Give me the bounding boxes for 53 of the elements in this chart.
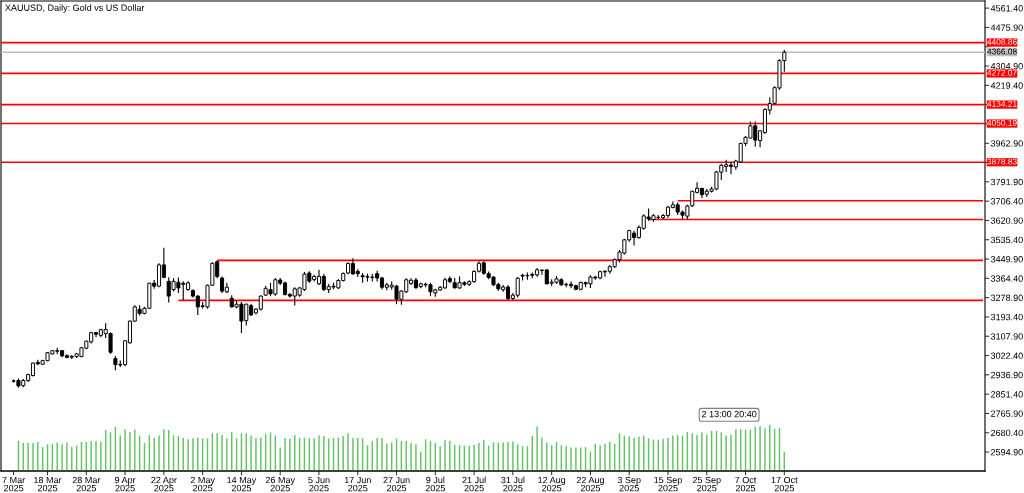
y-tick-label: 3193.40	[990, 313, 1023, 321]
y-tick-label: 2680.40	[991, 429, 1023, 437]
y-tick-label: 3620.90	[990, 217, 1023, 224]
chart-title: XAUUSD, Daily: Gold vs US Dollar	[5, 4, 145, 13]
y-tick-label: 3791.90	[990, 178, 1023, 186]
ref-line-label: 4134.21	[987, 100, 1017, 107]
ref-line-label: 4366.08	[987, 48, 1017, 55]
candlestick	[728, 161, 734, 175]
y-tick-label: 2594.90	[991, 449, 1023, 456]
x-tick-label: 15 Sep 2025	[654, 476, 682, 492]
candlestick	[515, 276, 520, 298]
ref-line-label: 4272.07	[987, 69, 1017, 76]
y-tick-label: 4219.40	[990, 82, 1023, 89]
y-tick-label: 2936.90	[991, 371, 1023, 379]
x-tick-label: 2 May 2025	[190, 476, 215, 492]
x-tick-label: 14 May 2025	[227, 476, 257, 492]
annotation: 2 13:00 20:40	[702, 410, 757, 418]
y-tick-label: 4475.90	[990, 24, 1023, 31]
x-tick-label: 22 Aug 2025	[576, 476, 604, 492]
x-tick-label: 5 Jun 2025	[308, 476, 330, 492]
y-tick-label: 2851.40	[991, 391, 1023, 398]
x-tick-label: 26 May 2025	[265, 476, 295, 492]
x-tick-label: 7 Mar 2025	[2, 476, 25, 492]
x-tick-label: 9 Apr 2025	[114, 476, 136, 492]
y-tick-label: 3706.40	[990, 198, 1023, 205]
x-tick-label: 31 Jul 2025	[501, 476, 525, 492]
x-tick-label: 3 Sep 2025	[617, 476, 641, 492]
candlestick	[108, 331, 113, 355]
x-tick-label: 18 Mar 2025	[34, 476, 62, 492]
y-tick-label: 3535.40	[990, 236, 1023, 244]
y-tick-label: 3107.90	[990, 333, 1023, 340]
y-tick-label: 3022.40	[990, 352, 1023, 359]
x-tick-label: 12 Aug 2025	[538, 476, 566, 492]
x-tick-label: 22 Apr 2025	[151, 476, 177, 492]
x-tick-label: 17 Oct 2025	[771, 476, 798, 492]
y-tick-label: 3364.40	[990, 275, 1023, 282]
x-tick-label: 9 Jul 2025	[425, 476, 445, 492]
y-tick-label: 2765.90	[991, 410, 1023, 417]
x-tick-label: 17 Jun 2025	[344, 476, 371, 492]
x-tick-label: 25 Sep 2025	[692, 476, 721, 492]
x-tick-label: 27 Jun 2025	[383, 476, 410, 492]
y-tick-label: 3962.90	[990, 140, 1023, 147]
y-tick-label: 4304.90	[990, 63, 1023, 70]
candlestick	[602, 269, 608, 278]
y-tick-label: 4561.40	[990, 5, 1023, 12]
x-tick-label: 21 Jul 2025	[462, 476, 486, 492]
x-tick-label: 7 Oct 2025	[735, 476, 757, 492]
y-tick-label: 3278.90	[990, 294, 1023, 302]
ref-line-label: 3878.83	[987, 158, 1017, 165]
y-tick-label: 3449.90	[990, 256, 1023, 263]
ref-line-label: 4050.19	[987, 119, 1017, 126]
x-tick-label: 28 Mar 2025	[72, 476, 101, 492]
ref-line-label: 4408.86	[987, 38, 1017, 45]
